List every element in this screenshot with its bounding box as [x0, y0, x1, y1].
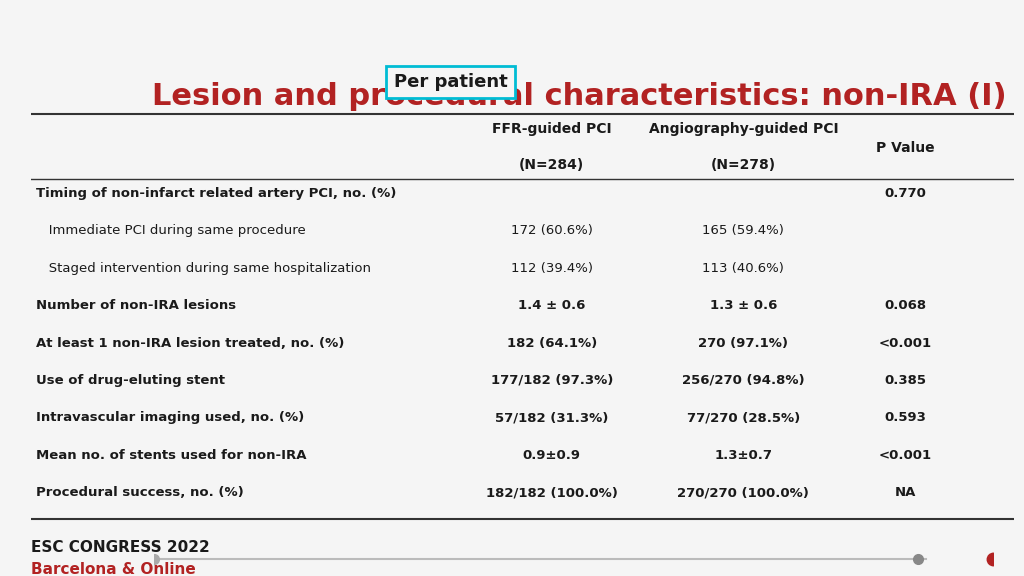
Text: (N=284): (N=284) — [519, 158, 585, 172]
Text: 270 (97.1%): 270 (97.1%) — [698, 336, 788, 350]
Text: 165 (59.4%): 165 (59.4%) — [702, 225, 784, 237]
Text: 256/270 (94.8%): 256/270 (94.8%) — [682, 374, 805, 387]
Text: 1.3±0.7: 1.3±0.7 — [715, 449, 772, 462]
Text: 57/182 (31.3%): 57/182 (31.3%) — [495, 411, 608, 425]
Text: Intravascular imaging used, no. (%): Intravascular imaging used, no. (%) — [36, 411, 304, 425]
Text: <0.001: <0.001 — [879, 449, 932, 462]
Text: Staged intervention during same hospitalization: Staged intervention during same hospital… — [36, 262, 371, 275]
Text: At least 1 non-IRA lesion treated, no. (%): At least 1 non-IRA lesion treated, no. (… — [36, 336, 344, 350]
Text: 1.4 ± 0.6: 1.4 ± 0.6 — [518, 299, 586, 312]
Text: 270/270 (100.0%): 270/270 (100.0%) — [678, 486, 809, 499]
Text: Barcelona & Online: Barcelona & Online — [31, 562, 196, 576]
Text: (N=278): (N=278) — [711, 158, 776, 172]
Text: 113 (40.6%): 113 (40.6%) — [702, 262, 784, 275]
Text: 0.068: 0.068 — [885, 299, 927, 312]
Text: NA: NA — [895, 486, 916, 499]
Text: Per patient: Per patient — [393, 73, 508, 91]
Text: 0.385: 0.385 — [885, 374, 927, 387]
Text: Mean no. of stents used for non-IRA: Mean no. of stents used for non-IRA — [36, 449, 306, 462]
Text: ESC CONGRESS 2022: ESC CONGRESS 2022 — [31, 540, 210, 555]
Text: <0.001: <0.001 — [879, 336, 932, 350]
Text: Number of non-IRA lesions: Number of non-IRA lesions — [36, 299, 236, 312]
Text: Procedural success, no. (%): Procedural success, no. (%) — [36, 486, 244, 499]
Text: 1.3 ± 0.6: 1.3 ± 0.6 — [710, 299, 777, 312]
Text: 77/270 (28.5%): 77/270 (28.5%) — [687, 411, 800, 425]
Text: FFR-guided PCI: FFR-guided PCI — [492, 122, 611, 136]
Text: Use of drug-eluting stent: Use of drug-eluting stent — [36, 374, 224, 387]
Text: 172 (60.6%): 172 (60.6%) — [511, 225, 593, 237]
Text: Angiography-guided PCI: Angiography-guided PCI — [648, 122, 839, 136]
Text: 0.9±0.9: 0.9±0.9 — [522, 449, 581, 462]
Text: 112 (39.4%): 112 (39.4%) — [511, 262, 593, 275]
Text: Immediate PCI during same procedure: Immediate PCI during same procedure — [36, 225, 305, 237]
Text: Timing of non-infarct related artery PCI, no. (%): Timing of non-infarct related artery PCI… — [36, 187, 396, 200]
Text: 182/182 (100.0%): 182/182 (100.0%) — [485, 486, 617, 499]
Text: 0.593: 0.593 — [885, 411, 927, 425]
Text: P Value: P Value — [877, 141, 935, 155]
Text: Lesion and procedural characteristics: non-IRA (I): Lesion and procedural characteristics: n… — [152, 82, 1007, 111]
Text: 177/182 (97.3%): 177/182 (97.3%) — [490, 374, 613, 387]
Text: 182 (64.1%): 182 (64.1%) — [507, 336, 597, 350]
Text: 0.770: 0.770 — [885, 187, 927, 200]
